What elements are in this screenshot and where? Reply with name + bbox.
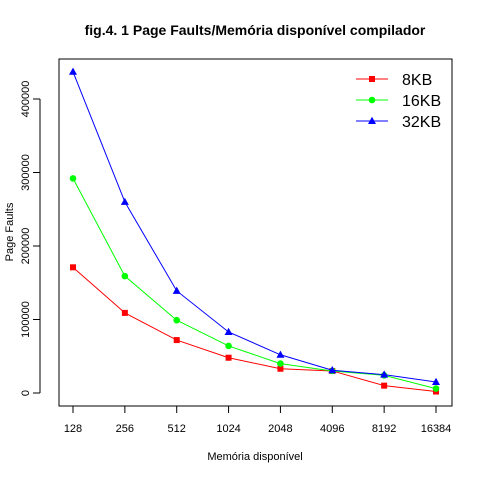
legend-marker <box>368 96 376 104</box>
legend-item-32kb: 32KB <box>356 114 441 131</box>
y-tick-label: 100000 <box>20 301 32 338</box>
data-point <box>120 197 129 205</box>
data-point <box>328 366 337 374</box>
y-tick-label: 400000 <box>20 81 32 118</box>
legend-item-16kb: 16KB <box>356 93 441 110</box>
legend-label: 16KB <box>402 93 441 110</box>
x-tick-label: 4096 <box>320 423 344 435</box>
series-line <box>72 71 437 383</box>
data-point <box>380 370 389 378</box>
legend-label: 8KB <box>402 72 432 89</box>
x-tick-label: 8192 <box>372 423 396 435</box>
data-point <box>277 360 284 367</box>
data-point <box>225 354 232 361</box>
x-tick-label: 1024 <box>216 423 240 435</box>
data-point <box>69 175 77 182</box>
data-point <box>121 272 129 280</box>
y-tick-label: 300000 <box>20 154 32 191</box>
series-line <box>72 178 437 390</box>
data-point <box>69 67 77 75</box>
data-point <box>172 286 181 294</box>
y-axis: 0 100000 200000 300000 400000 <box>20 81 41 396</box>
x-tick-label: 2048 <box>268 423 292 435</box>
series-layer <box>69 67 440 395</box>
legend-marker <box>369 76 375 82</box>
x-tick-label: 128 <box>64 423 82 435</box>
plot-frame <box>58 58 453 407</box>
series-32kb <box>69 67 440 385</box>
data-point <box>276 350 285 358</box>
chart-title: fig.4. 1 Page Faults/Memória disponível … <box>85 22 426 38</box>
data-point <box>173 337 180 344</box>
data-point <box>224 327 233 335</box>
data-point <box>381 382 388 389</box>
y-tick-label: 0 <box>20 390 32 396</box>
legend: 8KB 16KB 32KB <box>356 72 441 131</box>
y-axis-label: Page Faults <box>4 202 16 261</box>
x-axis: 128 256 512 1024 2048 4096 8192 16384 <box>64 405 452 435</box>
x-tick-label: 256 <box>116 423 134 435</box>
data-point <box>121 309 128 316</box>
x-tick-label: 512 <box>168 423 186 435</box>
series-line <box>72 266 437 393</box>
data-point <box>277 365 284 372</box>
series-16kb <box>69 175 440 392</box>
legend-item-8kb: 8KB <box>356 72 432 89</box>
x-tick-label: 16384 <box>421 423 452 435</box>
data-point <box>225 342 232 350</box>
data-point <box>432 385 440 392</box>
legend-marker <box>368 116 376 124</box>
x-axis-label: Memória disponível <box>207 451 302 463</box>
data-point <box>70 264 76 271</box>
legend-label: 32KB <box>402 114 441 131</box>
data-point <box>432 377 440 385</box>
data-point <box>173 316 181 324</box>
y-tick-label: 200000 <box>20 228 32 265</box>
